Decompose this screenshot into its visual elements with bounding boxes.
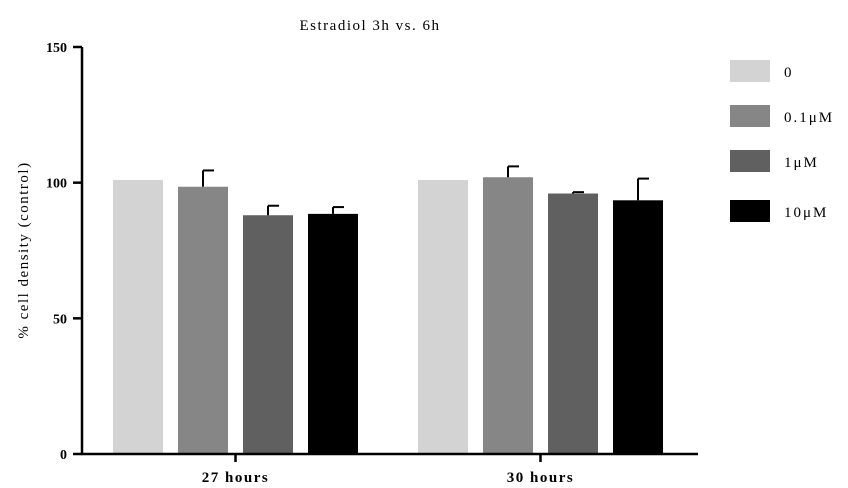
legend-swatch-0 [730, 60, 770, 82]
bar-1-0 [418, 179, 468, 454]
legend-swatch-2 [730, 150, 770, 172]
bar-1-2 [548, 193, 598, 454]
legend: 0 0.1μM 1μM 10μM [730, 60, 834, 222]
bar-0-2 [243, 215, 293, 454]
legend-swatch-3 [730, 200, 770, 222]
legend-label-2: 1μM [784, 155, 819, 171]
bar-1-3 [613, 200, 663, 454]
bar-0-0 [113, 179, 163, 454]
bar-1-1 [483, 177, 533, 455]
legend-label-1: 0.1μM [784, 110, 834, 126]
y-axis: 0 50 100 150 [46, 41, 84, 463]
x-tick-label-0: 27 hours [202, 470, 269, 486]
x-axis: 27 hours 30 hours [81, 452, 698, 486]
y-tick-label-1: 50 [53, 312, 67, 327]
x-tick-label-1: 30 hours [507, 470, 574, 486]
bar-0-3 [308, 213, 358, 454]
bar-0-1 [178, 186, 228, 454]
y-tick-label-0: 0 [60, 448, 67, 463]
plot-area [113, 165, 663, 455]
legend-label-3: 10μM [784, 205, 828, 221]
y-axis-label: % cell density (control) [16, 161, 32, 338]
y-tick-label-3: 150 [46, 41, 67, 56]
chart-title: Estradiol 3h vs. 6h [300, 18, 441, 34]
y-tick-label-2: 100 [46, 177, 67, 192]
legend-label-0: 0 [784, 65, 794, 81]
legend-swatch-1 [730, 105, 770, 127]
